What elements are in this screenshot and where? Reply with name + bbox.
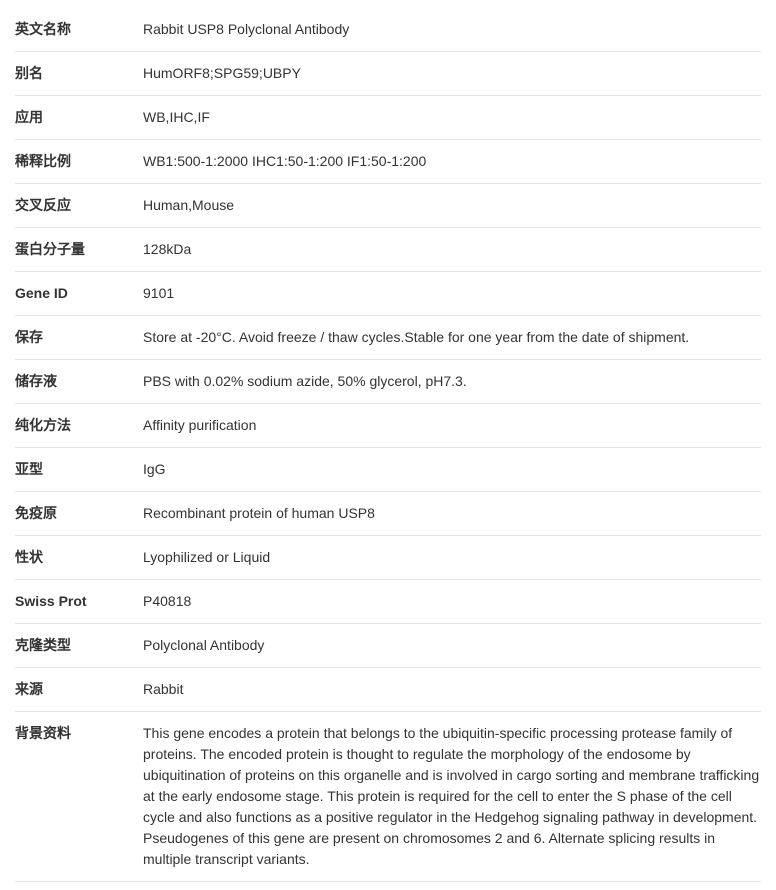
spec-label: 应用 [15,96,143,140]
spec-label: 克隆类型 [15,624,143,668]
table-row: Gene ID 9101 [15,272,761,316]
spec-label: 稀释比例 [15,140,143,184]
table-row: 来源 Rabbit [15,668,761,712]
table-row: 英文名称 Rabbit USP8 Polyclonal Antibody [15,8,761,52]
table-row: 免疫原 Recombinant protein of human USP8 [15,492,761,536]
spec-label: 英文名称 [15,8,143,52]
spec-value: Polyclonal Antibody [143,624,761,668]
spec-label: 来源 [15,668,143,712]
spec-value: Rabbit USP8 Polyclonal Antibody [143,8,761,52]
spec-label: Gene ID [15,272,143,316]
table-row: 别名 HumORF8;SPG59;UBPY [15,52,761,96]
table-row: 背景资料 This gene encodes a protein that be… [15,712,761,882]
spec-value: Recombinant protein of human USP8 [143,492,761,536]
table-row: 纯化方法 Affinity purification [15,404,761,448]
table-row: Swiss Prot P40818 [15,580,761,624]
table-row: 稀释比例 WB1:500-1:2000 IHC1:50-1:200 IF1:50… [15,140,761,184]
spec-label: 亚型 [15,448,143,492]
table-row: 保存 Store at -20°C. Avoid freeze / thaw c… [15,316,761,360]
table-row: 亚型 IgG [15,448,761,492]
spec-label: 储存液 [15,360,143,404]
spec-value: Store at -20°C. Avoid freeze / thaw cycl… [143,316,761,360]
spec-value: WB1:500-1:2000 IHC1:50-1:200 IF1:50-1:20… [143,140,761,184]
spec-label: 别名 [15,52,143,96]
spec-value: PBS with 0.02% sodium azide, 50% glycero… [143,360,761,404]
spec-value: IgG [143,448,761,492]
spec-label: Swiss Prot [15,580,143,624]
spec-value: HumORF8;SPG59;UBPY [143,52,761,96]
spec-value: P40818 [143,580,761,624]
spec-label: 背景资料 [15,712,143,882]
table-row: 克隆类型 Polyclonal Antibody [15,624,761,668]
table-row: 性状 Lyophilized or Liquid [15,536,761,580]
table-row: 应用 WB,IHC,IF [15,96,761,140]
spec-label: 保存 [15,316,143,360]
spec-value: 128kDa [143,228,761,272]
table-row: 交叉反应 Human,Mouse [15,184,761,228]
spec-value: Lyophilized or Liquid [143,536,761,580]
spec-label: 交叉反应 [15,184,143,228]
spec-value: Rabbit [143,668,761,712]
spec-value: Affinity purification [143,404,761,448]
spec-label: 免疫原 [15,492,143,536]
table-row: 储存液 PBS with 0.02% sodium azide, 50% gly… [15,360,761,404]
spec-table-body: 英文名称 Rabbit USP8 Polyclonal Antibody 别名 … [15,8,761,882]
spec-value: 9101 [143,272,761,316]
spec-value: This gene encodes a protein that belongs… [143,712,761,882]
spec-value: WB,IHC,IF [143,96,761,140]
spec-table: 英文名称 Rabbit USP8 Polyclonal Antibody 别名 … [15,8,761,882]
spec-value: Human,Mouse [143,184,761,228]
table-row: 蛋白分子量 128kDa [15,228,761,272]
spec-label: 性状 [15,536,143,580]
spec-label: 蛋白分子量 [15,228,143,272]
spec-label: 纯化方法 [15,404,143,448]
